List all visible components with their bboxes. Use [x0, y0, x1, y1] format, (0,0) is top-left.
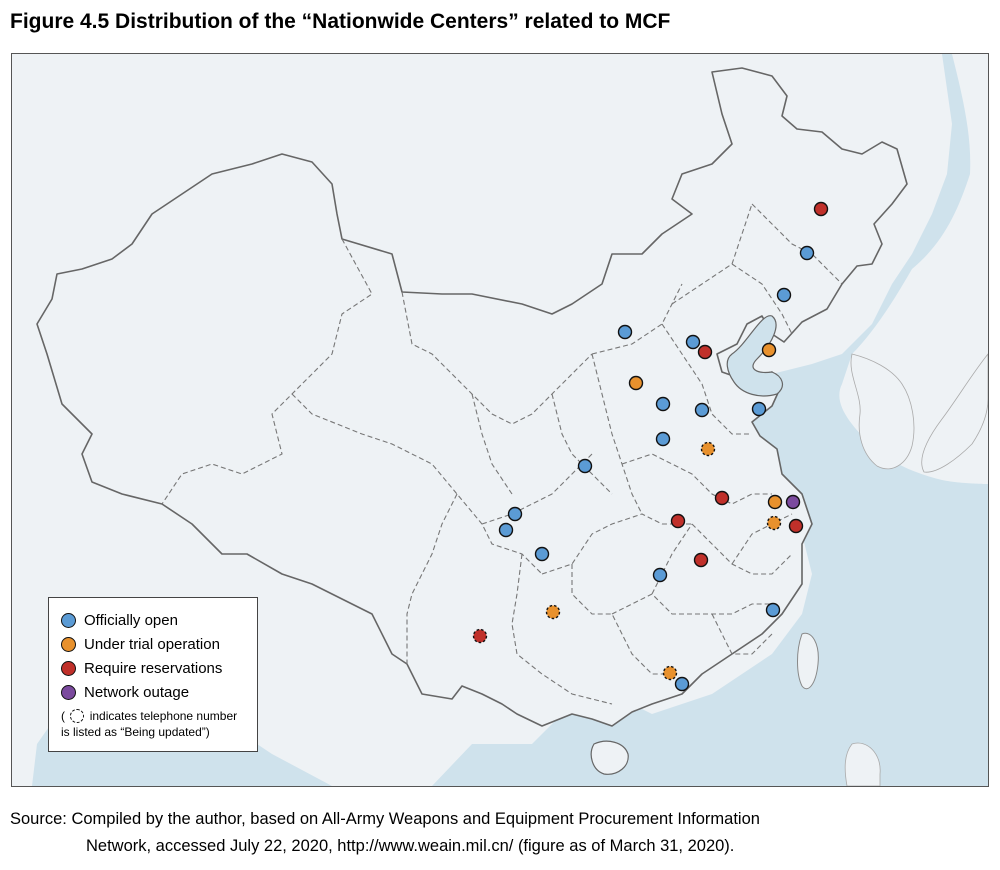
legend-label: Under trial operation — [84, 635, 220, 653]
legend-note-line1: indicates telephone number — [89, 709, 238, 723]
markers-layer — [472, 201, 829, 692]
center-marker-open — [655, 431, 671, 447]
legend-swatch-blue — [61, 612, 76, 628]
center-marker-trial — [766, 515, 782, 531]
source-line-1: Source: Compiled by the author, based on… — [10, 810, 760, 828]
center-marker-open — [655, 396, 671, 412]
center-marker-open — [577, 458, 593, 474]
legend-label: Officially open — [84, 611, 178, 629]
bohai-sea — [726, 315, 784, 397]
china-outline — [36, 67, 908, 727]
legend-note: ( indicates telephone number is listed a… — [61, 708, 247, 740]
center-marker-outage — [785, 494, 801, 510]
center-marker-trial — [545, 604, 561, 620]
legend-swatch-orange — [61, 636, 76, 652]
center-marker-reservation — [472, 628, 488, 644]
source-note: Source: Compiled by the author, based on… — [10, 806, 760, 860]
center-marker-open — [685, 334, 701, 350]
center-marker-open — [617, 324, 633, 340]
center-marker-open — [534, 546, 550, 562]
center-marker-reservation — [670, 513, 686, 529]
legend-label: Require reservations — [84, 659, 223, 677]
center-marker-reservation — [697, 344, 713, 360]
legend-swatch-purple — [61, 684, 76, 700]
legend-swatch-red — [61, 660, 76, 676]
center-marker-reservation — [788, 518, 804, 534]
province-borders — [161, 203, 843, 705]
center-marker-open — [498, 522, 514, 538]
dashed-circle-icon — [70, 709, 85, 723]
source-line-2: Network, accessed July 22, 2020, http://… — [86, 837, 735, 855]
center-marker-open — [799, 245, 815, 261]
legend-item-require-reservations: Require reservations — [61, 656, 247, 680]
center-marker-open — [694, 402, 710, 418]
legend-item-officially-open: Officially open — [61, 608, 247, 632]
center-marker-reservation — [693, 552, 709, 568]
center-marker-open — [751, 401, 767, 417]
center-marker-reservation — [813, 201, 829, 217]
center-marker-open — [674, 676, 690, 692]
legend-note-line2: is listed as “Being updated”) — [61, 725, 210, 739]
center-marker-trial — [767, 494, 783, 510]
center-marker-trial — [628, 375, 644, 391]
center-marker-open — [652, 567, 668, 583]
legend-item-network-outage: Network outage — [61, 680, 247, 704]
legend-label: Network outage — [84, 683, 190, 701]
center-marker-trial — [700, 441, 716, 457]
center-marker-open — [507, 506, 523, 522]
legend-note-paren: ( — [61, 709, 65, 723]
map-legend: Officially open Under trial operation Re… — [48, 597, 258, 752]
center-marker-trial — [662, 665, 678, 681]
center-marker-trial — [761, 342, 777, 358]
legend-item-under-trial: Under trial operation — [61, 632, 247, 656]
center-marker-open — [776, 287, 792, 303]
center-marker-reservation — [714, 490, 730, 506]
figure-title: Figure 4.5 Distribution of the “Nationwi… — [10, 10, 671, 33]
center-marker-open — [765, 602, 781, 618]
